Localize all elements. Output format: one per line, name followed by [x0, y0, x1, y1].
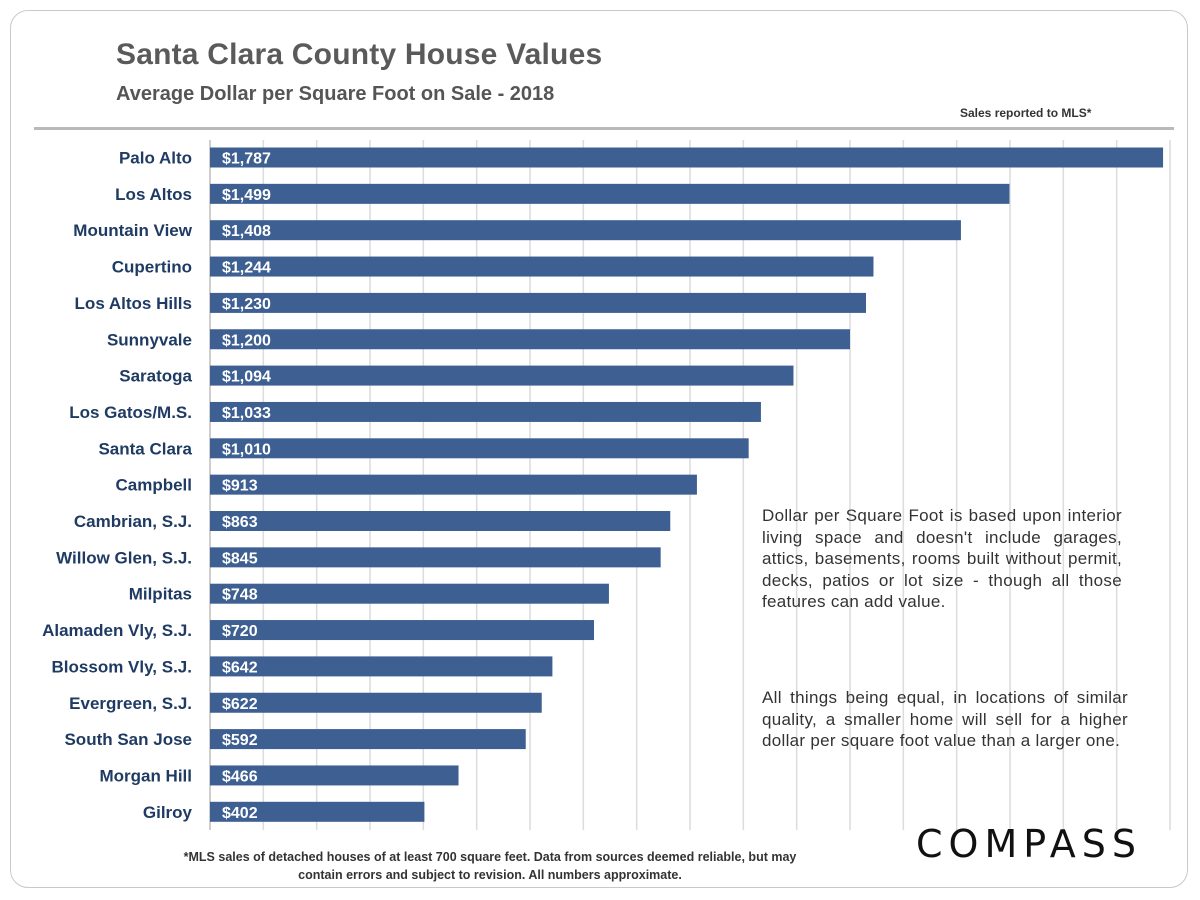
bar — [210, 256, 874, 277]
category-label: Alamaden Vly, S.J. — [42, 621, 192, 640]
bar-value-label: $863 — [222, 514, 258, 531]
category-label: Evergreen, S.J. — [69, 694, 192, 713]
category-label: Willow Glen, S.J. — [56, 548, 192, 567]
bar — [210, 401, 761, 422]
bar-value-label: $1,094 — [222, 369, 271, 386]
bar-value-label: $1,230 — [222, 296, 271, 313]
bar-value-label: $748 — [222, 587, 258, 604]
bar-value-label: $1,033 — [222, 405, 271, 422]
category-label: Gilroy — [143, 803, 193, 822]
size-note: All things being equal, in locations of … — [762, 688, 1128, 750]
bar — [210, 292, 866, 313]
category-label: South San Jose — [64, 730, 192, 749]
bar — [210, 183, 1010, 204]
bar — [210, 220, 961, 241]
bar-value-label: $913 — [222, 478, 258, 495]
chart-subtitle: Average Dollar per Square Foot on Sale -… — [116, 83, 555, 105]
category-label: Los Altos — [115, 185, 192, 204]
bar-value-label: $1,010 — [222, 441, 271, 458]
category-label: Blossom Vly, S.J. — [52, 657, 192, 676]
bar — [210, 765, 459, 786]
bar-value-label: $1,408 — [222, 223, 271, 240]
bar-value-label: $1,787 — [222, 151, 271, 168]
bar — [210, 583, 609, 604]
footnote-line-1: *MLS sales of detached houses of at leas… — [183, 850, 797, 864]
category-label: Santa Clara — [98, 439, 192, 458]
bar-value-label: $402 — [222, 805, 258, 822]
bar-value-label: $1,200 — [222, 332, 271, 349]
category-label: Sunnyvale — [107, 330, 192, 349]
bar-value-label: $720 — [222, 623, 258, 640]
bar-value-label: $642 — [222, 659, 258, 676]
category-label: Los Altos Hills — [75, 294, 192, 313]
bar — [210, 620, 594, 641]
category-label: Los Gatos/M.S. — [69, 403, 192, 422]
bar — [210, 365, 794, 386]
compass-logo: COMPASS — [916, 822, 1142, 866]
category-label: Cambrian, S.J. — [74, 512, 192, 531]
category-label: Palo Alto — [119, 149, 192, 168]
source-note: Sales reported to MLS* — [960, 106, 1092, 120]
bar-value-label: $1,499 — [222, 187, 271, 204]
bar-value-label: $845 — [222, 550, 258, 567]
category-label: Morgan Hill — [99, 766, 192, 785]
bar-value-label: $466 — [222, 768, 258, 785]
bar — [210, 438, 749, 459]
bar — [210, 329, 850, 350]
category-label: Campbell — [115, 476, 192, 495]
bar — [210, 729, 526, 750]
title-divider — [34, 127, 1174, 130]
category-label: Saratoga — [119, 367, 192, 386]
bar — [210, 692, 542, 713]
category-label: Cupertino — [112, 258, 192, 277]
bar-value-label: $622 — [222, 696, 258, 713]
methodology-note: Dollar per Square Foot is based upon int… — [762, 506, 1122, 611]
bar — [210, 474, 697, 495]
bar-value-label: $592 — [222, 732, 258, 749]
bar — [210, 147, 1164, 168]
footnote-line-2: contain errors and subject to revision. … — [298, 868, 682, 882]
footnote: *MLS sales of detached houses of at leas… — [120, 848, 860, 884]
category-label: Milpitas — [129, 585, 192, 604]
bar — [210, 801, 425, 822]
bar-value-label: $1,244 — [222, 260, 271, 277]
bar — [210, 656, 553, 677]
chart-title: Santa Clara County House Values — [116, 38, 603, 71]
bar — [210, 547, 661, 568]
category-label: Mountain View — [73, 221, 192, 240]
bar — [210, 511, 671, 531]
